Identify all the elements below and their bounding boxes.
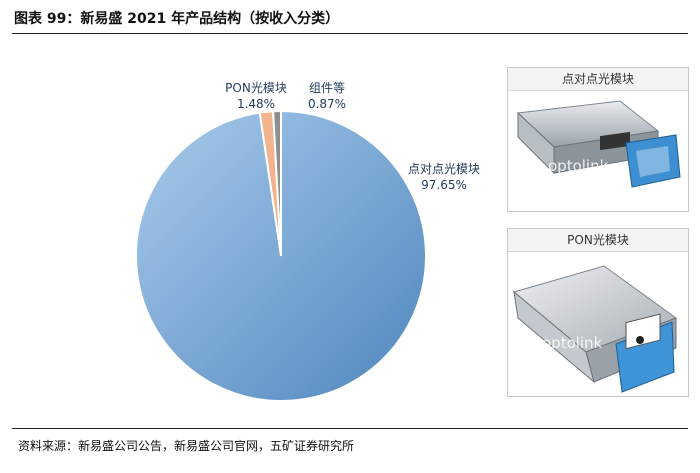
label-component-value: 0.87% — [308, 97, 346, 111]
label-p2p-value: 97.65% — [421, 178, 467, 192]
label-p2p-name: 点对点光模块 — [408, 162, 480, 176]
top-rule — [12, 33, 688, 34]
watermark-1: optolink — [548, 157, 609, 175]
label-pon-name: PON光模块 — [225, 81, 287, 95]
panel-pon-module: PON光模块 optolink — [507, 228, 689, 397]
bottom-rule — [12, 428, 688, 429]
pie-slice-p2p — [135, 109, 428, 402]
chart-title: 图表 99：新易盛 2021 年产品结构（按收入分类） — [14, 11, 340, 27]
label-component-name: 组件等 — [309, 81, 345, 95]
sfp-module-image: optolink — [512, 265, 678, 393]
source-note: 资料来源：新易盛公司公告，新易盛公司官网，五矿证券研究所 — [18, 439, 355, 453]
panel-pon-title: PON光模块 — [508, 229, 688, 252]
label-pon-value: 1.48% — [237, 97, 275, 111]
watermark-2: optolink — [542, 334, 603, 352]
qsfp-module-image: optolink — [516, 100, 681, 188]
panel-p2p-title: 点对点光模块 — [508, 68, 688, 91]
panel-p2p-module: 点对点光模块 optolink — [507, 67, 689, 212]
